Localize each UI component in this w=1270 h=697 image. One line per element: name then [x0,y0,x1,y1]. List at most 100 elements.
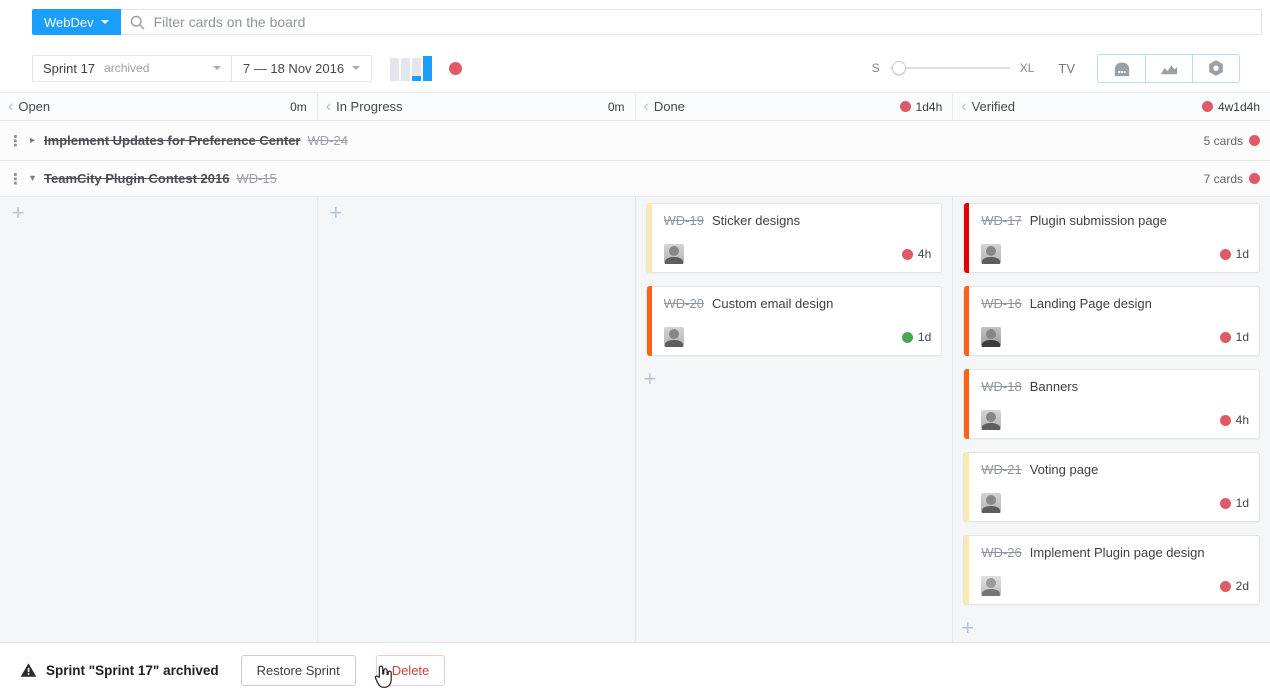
column-header-verified: ‹ Verified 4w1d4h [952,93,1270,120]
card-title[interactable]: Custom email design [711,296,834,311]
card-priority-stripe [964,369,970,439]
burndown-bar [390,58,399,81]
done-cards-list: WD-19 Sticker designs 4h WD-20 Custom em… [636,197,953,356]
assignee-avatar[interactable] [663,327,684,347]
add-card-button[interactable]: + [643,366,657,391]
assignee-avatar[interactable] [981,493,1002,513]
swimlane-title[interactable]: Implement Updates for Preference Center [44,133,301,148]
swimlane-cards-count: 5 cards [1203,133,1243,148]
backlog-tray-button[interactable] [1098,54,1145,82]
assignee-avatar[interactable] [981,327,1002,347]
report-chart-button[interactable] [1145,54,1192,82]
card-id[interactable]: WD-26 [981,545,1022,560]
tray-icon [1114,62,1129,77]
card-title[interactable]: Banners [1029,379,1079,394]
spent-time-label: 2d [1235,579,1249,593]
assignee-avatar[interactable] [981,244,1002,264]
board-card[interactable]: WD-26 Implement Plugin page design 2d [963,535,1260,605]
card-size-control: S XL [872,61,1035,75]
card-footer: 1d [981,493,1249,513]
sprint-date-range: 7 — 18 Nov 2016 [242,60,345,76]
swimlane-collapsed-caret-icon[interactable]: ▸ [30,135,36,146]
swimlane-row: ⋮ ▸ Implement Updates for Preference Cen… [0,121,1270,161]
card-id[interactable]: WD-16 [981,296,1022,311]
sprint-date-selector[interactable]: 7 — 18 Nov 2016 [231,54,372,82]
card-header: WD-19 Sticker designs [664,213,932,228]
spent-time-label: 1d [1235,330,1249,344]
add-card-button[interactable]: + [329,200,343,225]
card-title[interactable]: Implement Plugin page design [1029,545,1205,560]
spent-time-label: 1d [1235,496,1249,510]
gear-icon [1209,60,1223,76]
card-title[interactable]: Voting page [1029,462,1099,477]
column-name: Verified [971,99,1015,114]
time-status-dot [1219,580,1231,592]
board-settings-button[interactable] [1192,54,1239,82]
tv-mode-button[interactable]: TV [1058,60,1075,76]
overdue-dot [1249,135,1260,146]
card-header: WD-16 Landing Page design [981,296,1249,311]
delete-sprint-button[interactable]: Delete [375,654,446,686]
slider-knob[interactable] [891,61,906,75]
card-title[interactable]: Landing Page design [1029,296,1152,311]
card-header: WD-21 Voting page [981,462,1249,477]
time-status-dot [901,331,913,343]
card-priority-stripe [964,203,970,273]
board-columns: + + WD-19 Sticker designs 4h WD-20 Custo… [0,197,1270,642]
card-header: WD-20 Custom email design [664,296,932,311]
assignee-avatar[interactable] [663,244,684,264]
project-selector-label: WebDev [44,14,94,30]
sprint-state-badge: archived [104,61,150,75]
filter-bar: WebDev [32,9,1262,35]
assignee-avatar[interactable] [981,410,1002,430]
board-card[interactable]: WD-18 Banners 4h [963,369,1260,439]
burndown-bar [401,58,410,81]
card-id[interactable]: WD-18 [981,379,1022,394]
column-spent-time: 0m [290,99,307,114]
card-id[interactable]: WD-21 [981,462,1022,477]
collapse-column-icon[interactable]: ‹ [643,97,649,115]
swimlane-issue-id[interactable]: WD-24 [307,133,348,148]
card-id[interactable]: WD-17 [981,213,1022,228]
burndown-chart-icon[interactable] [390,55,432,81]
filter-cards-input[interactable] [153,14,1253,30]
swimlane-issue-id[interactable]: WD-15 [236,171,277,186]
column-done: WD-19 Sticker designs 4h WD-20 Custom em… [634,197,953,642]
card-title[interactable]: Sticker designs [711,213,801,228]
sprint-selector[interactable]: Sprint 17 archived [32,54,232,82]
card-title[interactable]: Plugin submission page [1029,213,1168,228]
swimlane-menu-icon[interactable]: ⋮ [8,132,23,150]
swimlane-expanded-caret-icon[interactable]: ▾ [30,173,36,184]
project-selector-button[interactable]: WebDev [32,9,121,35]
card-id[interactable]: WD-19 [663,213,704,228]
assignee-avatar[interactable] [981,576,1002,596]
board-card[interactable]: WD-20 Custom email design 1d [645,286,943,356]
collapse-column-icon[interactable]: ‹ [961,97,967,115]
board-card[interactable]: WD-17 Plugin submission page 1d [963,203,1260,273]
time-status-dot [1219,331,1231,343]
filter-input-box[interactable] [120,9,1262,35]
card-size-max-label: XL [1019,61,1035,75]
add-card-button[interactable]: + [11,200,25,225]
verified-cards-list: WD-17 Plugin submission page 1d WD-16 La… [953,197,1270,605]
card-footer: 1d [981,244,1249,264]
burndown-bar [412,58,421,81]
card-priority-stripe [964,452,970,522]
add-card-button[interactable]: + [961,615,975,640]
card-size-slider[interactable] [889,61,1010,75]
swimlane-cards-count: 7 cards [1203,171,1243,186]
swimlane-title[interactable]: TeamCity Plugin Contest 2016 [44,171,230,186]
column-name: Done [653,99,685,114]
collapse-column-icon[interactable]: ‹ [325,97,332,115]
column-name: Open [18,99,51,114]
collapse-column-icon[interactable]: ‹ [8,97,14,115]
board-card[interactable]: WD-19 Sticker designs 4h [645,203,943,273]
board-card[interactable]: WD-16 Landing Page design 1d [963,286,1260,356]
column-name: In Progress [336,99,403,114]
restore-sprint-button[interactable]: Restore Sprint [240,654,356,686]
archived-message: Sprint "Sprint 17" archived [46,662,219,678]
board-card[interactable]: WD-21 Voting page 1d [963,452,1260,522]
card-id[interactable]: WD-20 [663,296,704,311]
swimlane-menu-icon[interactable]: ⋮ [8,170,23,188]
